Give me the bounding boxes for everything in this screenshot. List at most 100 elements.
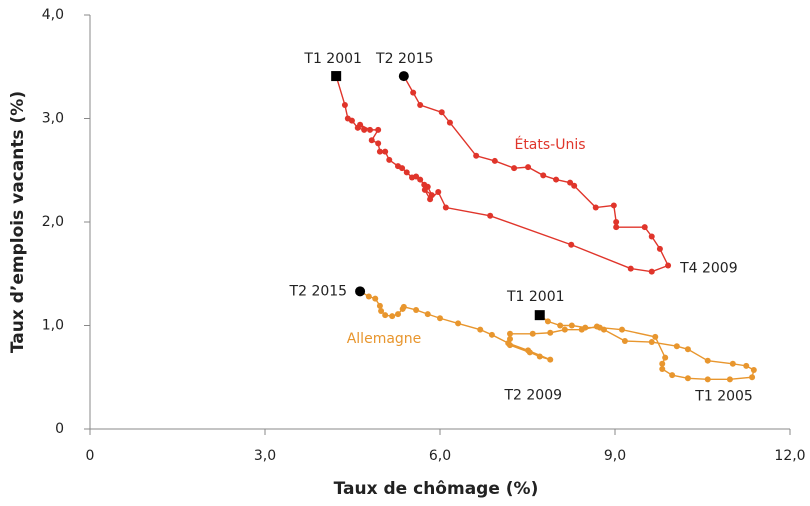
point: [413, 306, 420, 313]
point: [382, 148, 389, 155]
point: [600, 326, 607, 333]
x-tick-label: 9,0: [604, 448, 626, 464]
point: [491, 157, 498, 164]
point: [684, 375, 691, 382]
point: [669, 372, 676, 379]
point: [561, 326, 568, 333]
point: [659, 365, 666, 372]
annotation: T1 2001: [506, 289, 565, 305]
point: [593, 323, 600, 330]
point: [652, 333, 659, 340]
point: [375, 140, 382, 147]
point: [659, 360, 666, 367]
point: [540, 172, 547, 179]
point: [386, 156, 393, 163]
point: [553, 176, 560, 183]
point: [749, 374, 756, 381]
point: [673, 343, 680, 350]
point: [395, 311, 401, 318]
annotation: T4 2009: [679, 260, 738, 276]
point: [665, 262, 672, 269]
point: [568, 241, 575, 248]
point: [427, 196, 434, 203]
point: [382, 312, 389, 319]
point: [750, 367, 757, 374]
point: [341, 102, 348, 109]
point: [529, 330, 536, 337]
point: [627, 265, 634, 272]
point: [375, 126, 382, 133]
point: [662, 354, 669, 361]
point: [656, 245, 663, 252]
point: [413, 173, 420, 180]
point: [567, 179, 574, 186]
point: [578, 326, 585, 333]
point: [488, 331, 495, 338]
point: [511, 165, 518, 172]
point: [571, 182, 578, 189]
point: [743, 362, 750, 369]
point: [536, 353, 543, 360]
point: [399, 305, 406, 312]
point: [505, 340, 512, 347]
end-marker: [398, 71, 409, 82]
point: [621, 338, 628, 345]
point: [438, 109, 445, 116]
point: [557, 322, 564, 329]
point: [367, 126, 373, 133]
annotation: T1 2005: [694, 388, 753, 404]
point: [446, 119, 453, 126]
annotation: T2 2015: [375, 51, 434, 67]
point: [442, 204, 449, 211]
x-axis-label: Taux de chômage (%): [334, 479, 539, 499]
start-marker: [534, 310, 545, 321]
point: [704, 357, 711, 364]
x-tick-label: 3,0: [254, 448, 276, 464]
point: [410, 89, 417, 96]
point: [648, 233, 655, 240]
y-tick-label: 1,0: [42, 318, 64, 334]
point: [368, 137, 375, 144]
point: [726, 376, 733, 383]
series-line: [335, 75, 670, 273]
point: [421, 186, 428, 193]
annotation: T1 2001: [303, 51, 362, 67]
point: [389, 313, 396, 320]
point: [648, 339, 655, 346]
point: [417, 102, 424, 109]
point: [704, 376, 711, 383]
point: [361, 126, 368, 133]
annotation: T2 2009: [503, 388, 562, 404]
point: [684, 346, 691, 353]
point: [547, 329, 554, 336]
point: [376, 148, 383, 155]
start-marker: [331, 71, 342, 82]
y-tick-label: 4,0: [42, 7, 64, 23]
point: [525, 164, 532, 171]
point: [365, 293, 372, 300]
series-label: États-Unis: [514, 136, 585, 153]
point: [619, 326, 625, 333]
point: [487, 212, 494, 219]
y-tick-label: 2,0: [42, 214, 64, 230]
point: [729, 360, 736, 367]
y-tick-label: 3,0: [42, 111, 64, 127]
point: [378, 308, 385, 315]
point: [437, 315, 443, 322]
point: [507, 330, 513, 337]
point: [544, 318, 551, 325]
point: [613, 219, 620, 225]
point: [435, 188, 442, 195]
point: [477, 326, 484, 333]
point: [641, 224, 648, 231]
point: [399, 165, 406, 172]
point: [403, 169, 410, 176]
point: [525, 347, 532, 354]
point: [357, 121, 364, 128]
x-tick-label: 0: [86, 448, 95, 464]
point: [455, 320, 462, 327]
point: [613, 224, 620, 231]
y-axis-label: Taux d’emplois vacants (%): [8, 91, 28, 353]
point: [648, 268, 655, 275]
